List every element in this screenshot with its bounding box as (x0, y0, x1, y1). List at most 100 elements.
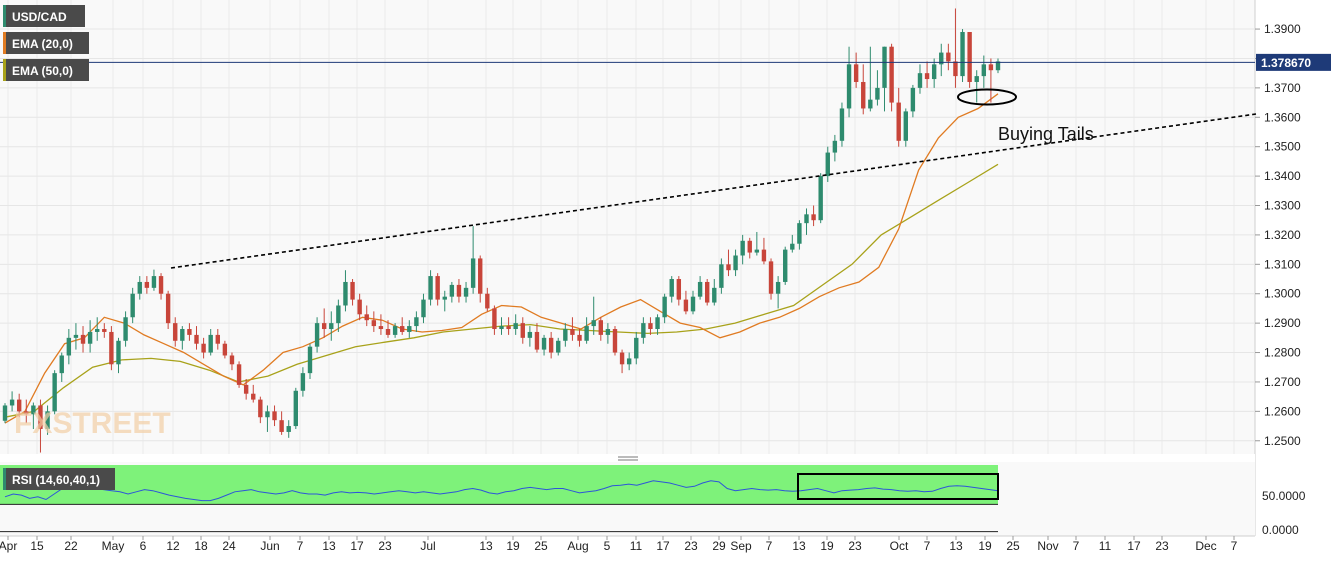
time-tick-label: Dec (1195, 539, 1216, 553)
candle-body (818, 176, 822, 220)
price-tick-label: 1.3700 (1264, 81, 1301, 95)
current-price-badge: 1.378670 (1256, 54, 1331, 71)
candle-body (613, 329, 617, 353)
price-tick-label: 1.3400 (1264, 169, 1301, 183)
candle-body (173, 323, 177, 341)
candle-body (322, 323, 326, 329)
candle-body (187, 329, 191, 335)
rsi-tick-label-50: 50.0000 (1262, 489, 1306, 503)
candle-body (889, 47, 893, 103)
legend-ema20-label: EMA (20,0) (12, 37, 73, 51)
candle-body (719, 264, 723, 288)
candle-body (606, 329, 610, 335)
time-tick-label: 15 (30, 539, 44, 553)
candle-body (513, 323, 517, 329)
time-tick-label: Oct (890, 539, 909, 553)
legend-rsi[interactable]: RSI (14,60,40,1) (3, 468, 115, 490)
candle-body (740, 241, 744, 256)
candle-body (435, 276, 439, 300)
candle-body (684, 300, 688, 312)
candle-body (712, 288, 716, 303)
candle-body (733, 255, 737, 270)
candle-body (620, 353, 624, 365)
time-tick-label: 22 (64, 539, 78, 553)
time-tick-label: 13 (949, 539, 963, 553)
candle-body (528, 332, 532, 338)
candle-body (982, 64, 986, 76)
candle-body (265, 411, 269, 417)
candle-body (499, 326, 503, 329)
price-tick-label: 1.3300 (1264, 199, 1301, 213)
time-tick-label: 5 (604, 539, 611, 553)
time-tick-label: 18 (194, 539, 208, 553)
price-tick-label: 1.2900 (1264, 316, 1301, 330)
candle-body (797, 223, 801, 244)
current-price-label: 1.378670 (1261, 56, 1311, 70)
candle-body (932, 64, 936, 79)
main-pane-background (0, 0, 1255, 454)
candle-body (201, 344, 205, 353)
candle-body (549, 338, 553, 353)
candle-body (897, 103, 901, 141)
candle-body (60, 355, 64, 373)
time-tick-label: 7 (297, 539, 304, 553)
candle-body (584, 326, 588, 341)
candle-body (194, 335, 198, 344)
candle-body (230, 355, 234, 364)
legend-ema20[interactable]: EMA (20,0) (3, 32, 89, 54)
time-tick-label: May (102, 539, 125, 553)
candle-body (506, 326, 510, 329)
candle-body (882, 47, 886, 88)
candle-body (414, 317, 418, 326)
candle-body (464, 288, 468, 297)
pane-separator (0, 454, 1255, 462)
rsi-tick-label-0: 0.0000 (1262, 523, 1299, 537)
candle-body (953, 61, 957, 76)
candle-body (109, 332, 113, 364)
candle-body (485, 294, 489, 309)
candle-body (592, 320, 596, 326)
candle-body (975, 76, 979, 82)
candle-body (379, 326, 383, 329)
price-tick-label: 1.3000 (1264, 287, 1301, 301)
time-tick-label: 24 (222, 539, 236, 553)
candle-body (655, 317, 659, 329)
candle-body (393, 326, 397, 335)
time-tick-label: 17 (656, 539, 670, 553)
candle-body (407, 326, 411, 332)
candle-body (329, 323, 333, 329)
candle-body (691, 297, 695, 312)
candle-body (67, 338, 71, 356)
time-tick-label: 13 (792, 539, 806, 553)
candle-body (343, 282, 347, 306)
candle-body (790, 244, 794, 250)
candle-body (116, 341, 120, 365)
candle-body (428, 276, 432, 300)
candle-body (492, 308, 496, 329)
time-tick-label: 17 (1127, 539, 1141, 553)
price-axis: 1.25001.26001.27001.28001.29001.30001.31… (1255, 22, 1301, 448)
candle-body (854, 64, 858, 82)
time-tick-label: 19 (978, 539, 992, 553)
candle-body (577, 335, 581, 341)
time-tick-label: 7 (1231, 539, 1238, 553)
candle-body (52, 373, 56, 411)
candle-body (450, 285, 454, 297)
candle-body (400, 326, 404, 332)
candle-body (166, 294, 170, 323)
time-tick-label: 13 (322, 539, 336, 553)
candle-body (840, 108, 844, 140)
candle-body (223, 344, 227, 356)
candle-body (726, 264, 730, 270)
time-tick-label: 7 (924, 539, 931, 553)
legend-symbol[interactable]: USD/CAD (3, 5, 85, 27)
legend-ema50[interactable]: EMA (50,0) (3, 59, 89, 81)
time-tick-label: 17 (350, 539, 364, 553)
candle-body (811, 214, 815, 220)
price-tick-label: 1.3900 (1264, 22, 1301, 36)
time-tick-label: 19 (820, 539, 834, 553)
candle-body (925, 73, 929, 79)
candle-body (762, 250, 766, 262)
